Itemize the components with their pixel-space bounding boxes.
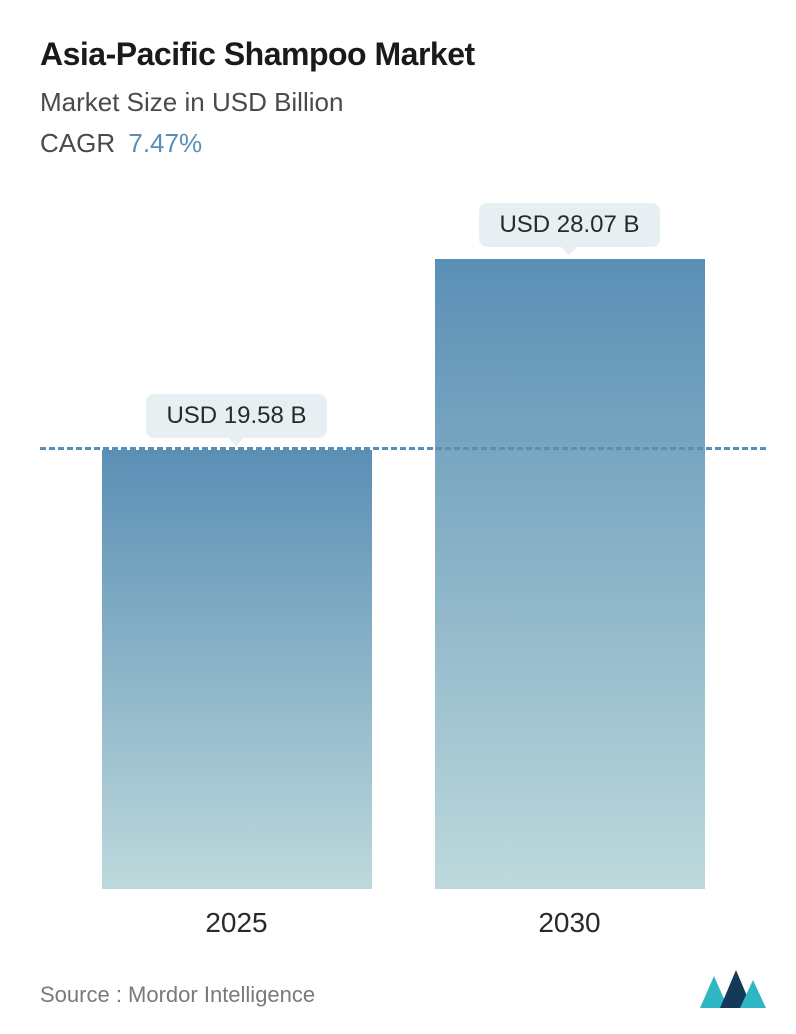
chart-footer: Source : Mordor Intelligence xyxy=(40,968,766,1008)
chart-area: USD 19.58 B USD 28.07 B xyxy=(40,199,766,889)
bars-container: USD 19.58 B USD 28.07 B xyxy=(40,199,766,889)
bar-wrap-2025: USD 19.58 B xyxy=(102,394,372,889)
x-axis-label: 2025 xyxy=(102,907,372,939)
value-badge: USD 28.07 B xyxy=(479,203,659,247)
source-text: Source : Mordor Intelligence xyxy=(40,982,315,1008)
chart-card: Asia-Pacific Shampoo Market Market Size … xyxy=(0,0,796,1034)
bar xyxy=(435,259,705,889)
x-axis-label: 2030 xyxy=(435,907,705,939)
bar xyxy=(102,450,372,889)
chart-subtitle: Market Size in USD Billion xyxy=(40,87,766,118)
reference-dashed-line xyxy=(40,447,766,450)
cagr-label: CAGR xyxy=(40,128,115,158)
x-axis: 2025 2030 xyxy=(40,889,766,939)
cagr-value: 7.47% xyxy=(128,128,202,158)
cagr-line: CAGR 7.47% xyxy=(40,128,766,159)
value-badge: USD 19.58 B xyxy=(146,394,326,438)
bar-wrap-2030: USD 28.07 B xyxy=(435,203,705,889)
chart-title: Asia-Pacific Shampoo Market xyxy=(40,36,766,73)
brand-logo-icon xyxy=(700,968,766,1008)
